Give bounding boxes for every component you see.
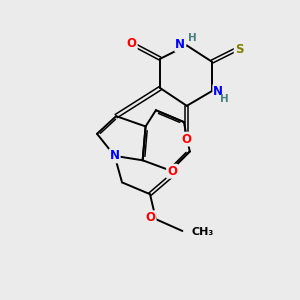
Text: N: N	[110, 149, 120, 162]
Text: H: H	[188, 33, 197, 43]
Text: H: H	[220, 94, 229, 104]
Text: O: O	[146, 211, 156, 224]
Text: S: S	[235, 44, 243, 56]
Text: O: O	[127, 38, 137, 50]
Text: CH₃: CH₃	[191, 227, 214, 237]
Text: O: O	[182, 133, 192, 146]
Text: N: N	[213, 85, 223, 98]
Text: N: N	[175, 38, 185, 51]
Text: O: O	[167, 165, 177, 178]
